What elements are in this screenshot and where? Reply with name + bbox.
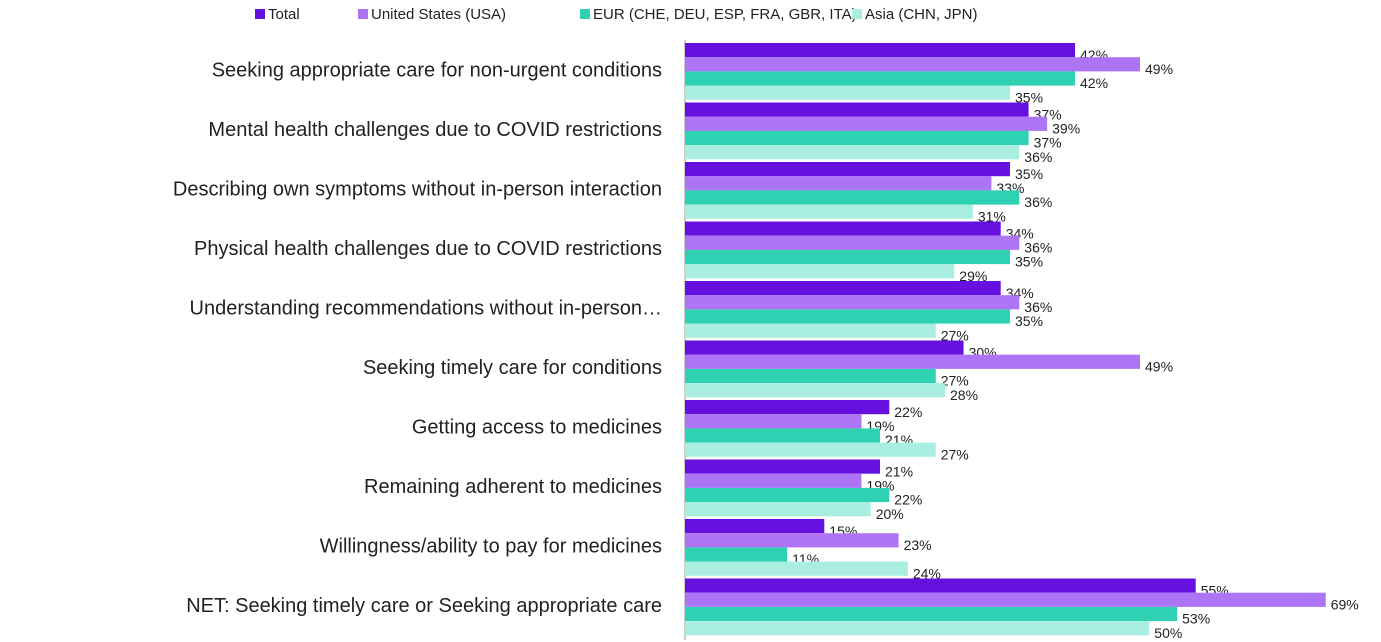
bar xyxy=(685,221,1001,236)
value-label: 49% xyxy=(1145,359,1173,375)
bar xyxy=(685,162,1010,177)
bar xyxy=(685,130,1029,146)
legend-label: EUR (CHE, DEU, ESP, FRA, GBR, ITA) xyxy=(593,6,857,23)
bar xyxy=(685,502,871,517)
value-label: 31% xyxy=(978,208,1006,224)
value-label: 23% xyxy=(904,537,932,553)
value-label: 21% xyxy=(885,463,913,479)
value-label: 22% xyxy=(894,404,922,420)
bar xyxy=(685,519,825,534)
value-label: 27% xyxy=(941,373,969,389)
bar xyxy=(685,561,908,576)
legend-swatch xyxy=(580,9,590,19)
category-label: Getting access to medicines xyxy=(412,416,662,438)
bar xyxy=(685,354,1140,369)
bar xyxy=(685,428,880,443)
value-label: 27% xyxy=(941,446,969,462)
value-label: 20% xyxy=(876,506,904,522)
value-label: 35% xyxy=(1015,166,1043,182)
bar xyxy=(685,43,1075,58)
bar xyxy=(685,71,1075,86)
bar xyxy=(685,621,1150,636)
legend-swatch xyxy=(358,9,368,19)
value-label: 35% xyxy=(1015,89,1043,105)
bar xyxy=(685,176,992,191)
category-label: Physical health challenges due to COVID … xyxy=(194,238,662,260)
bar xyxy=(685,606,1178,622)
category-label: Understanding recommendations without in… xyxy=(190,297,662,319)
bar xyxy=(685,264,955,279)
bar xyxy=(685,340,964,355)
bar xyxy=(685,383,945,398)
value-label: 69% xyxy=(1331,597,1359,613)
value-label: 27% xyxy=(941,327,969,343)
category-label: Willingness/ability to pay for medicines xyxy=(320,535,662,557)
bar xyxy=(685,547,788,562)
value-label: 36% xyxy=(1024,194,1052,210)
value-label: 29% xyxy=(959,268,987,284)
bar xyxy=(685,368,936,384)
bar xyxy=(685,533,899,548)
bar xyxy=(685,235,1020,250)
bar xyxy=(685,190,1020,205)
bar xyxy=(685,281,1001,296)
legend-label: Total xyxy=(268,6,300,23)
bar xyxy=(685,249,1010,265)
value-label: 39% xyxy=(1052,121,1080,137)
bar xyxy=(685,309,1010,324)
value-label: 28% xyxy=(950,387,978,403)
value-label: 36% xyxy=(1024,149,1052,165)
category-label: Describing own symptoms without in-perso… xyxy=(173,178,662,200)
bar xyxy=(685,442,936,457)
value-label: 24% xyxy=(913,565,941,581)
legend-swatch xyxy=(255,9,265,19)
legend-label: United States (USA) xyxy=(371,6,506,23)
legend-swatch xyxy=(852,9,862,19)
value-label: 36% xyxy=(1024,240,1052,256)
category-label: NET: Seeking timely care or Seeking appr… xyxy=(186,595,662,617)
bar xyxy=(685,487,890,503)
category-label: Mental health challenges due to COVID re… xyxy=(208,119,662,141)
bar xyxy=(685,295,1020,310)
value-label: 35% xyxy=(1015,313,1043,329)
category-label: Seeking appropriate care for non-urgent … xyxy=(212,59,662,81)
bar xyxy=(685,145,1020,160)
bar xyxy=(685,473,862,488)
bar xyxy=(685,578,1196,593)
value-label: 22% xyxy=(894,492,922,508)
category-label: Remaining adherent to medicines xyxy=(364,476,662,498)
value-label: 35% xyxy=(1015,254,1043,270)
bar xyxy=(685,592,1326,607)
bar xyxy=(685,204,973,219)
bar xyxy=(685,102,1029,117)
value-label: 42% xyxy=(1080,75,1108,91)
value-label: 49% xyxy=(1145,61,1173,77)
bar xyxy=(685,57,1140,72)
bar xyxy=(685,400,890,415)
bar xyxy=(685,414,862,429)
category-label: Seeking timely care for conditions xyxy=(363,357,662,379)
bar xyxy=(685,116,1048,131)
bar xyxy=(685,85,1010,100)
value-label: 50% xyxy=(1154,625,1182,641)
value-label: 36% xyxy=(1024,299,1052,315)
legend-label: Asia (CHN, JPN) xyxy=(865,6,978,23)
bar xyxy=(685,323,936,338)
bar xyxy=(685,459,880,474)
value-label: 53% xyxy=(1182,611,1210,627)
value-label: 37% xyxy=(1034,135,1062,151)
